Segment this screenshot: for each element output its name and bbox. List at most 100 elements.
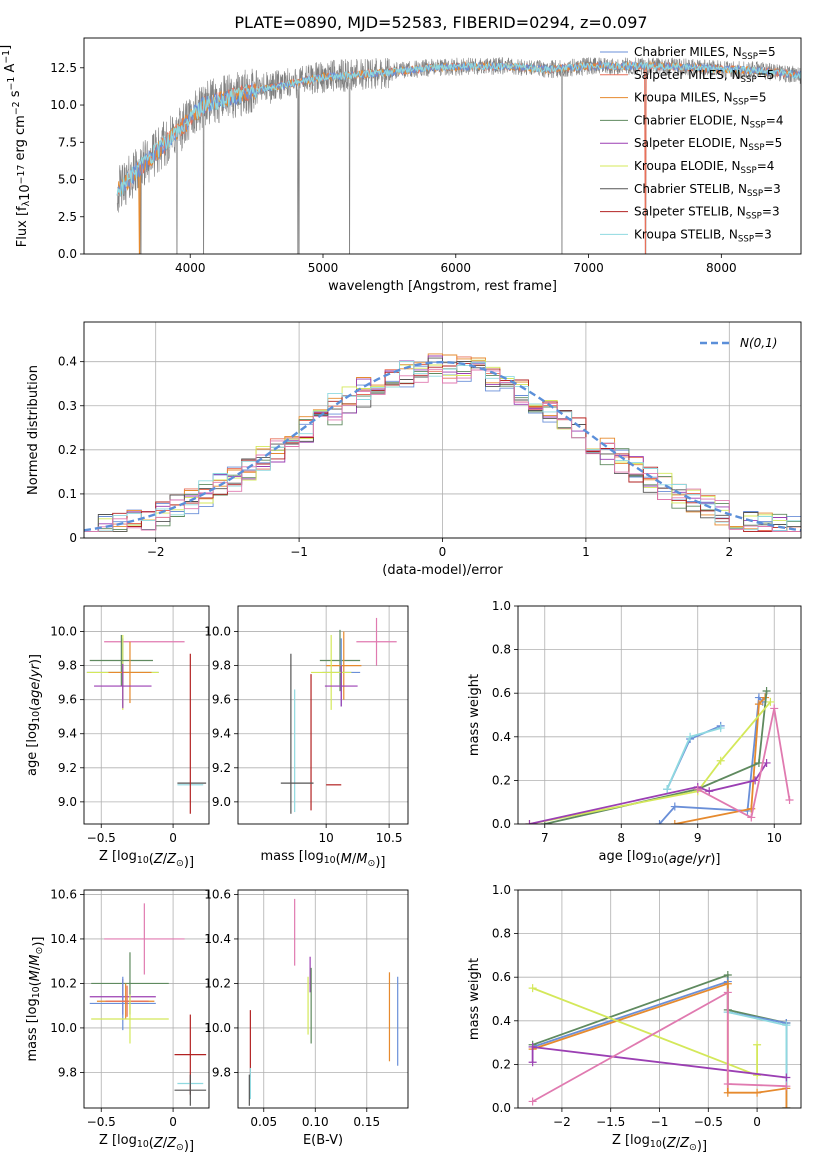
y-tick-label: 9.0: [58, 795, 77, 809]
legend-label-chabrier_stelib: Chabrier STELIB, NSSP=3: [634, 182, 781, 199]
gaussian-curve: [84, 360, 801, 532]
plot-area-residuals: [84, 353, 801, 532]
weight-marker: [782, 1082, 791, 1091]
weight-line-pink: [697, 708, 791, 819]
histogram-salpeter_stelib: [84, 363, 801, 532]
weight-marker: [723, 1080, 732, 1089]
y-tick-label: 10.0: [50, 98, 77, 112]
y-axis-label: mass weight: [467, 958, 482, 1040]
y-tick-label: 0.1: [58, 487, 77, 501]
weight-marker: [528, 984, 537, 993]
weight-marker: [782, 1104, 791, 1108]
y-axis-label: age [log10(age/yr)]: [25, 654, 43, 776]
plot-area-age_vs_z: [86, 634, 207, 814]
errorbar-point-kroupa_elodie: [311, 634, 352, 710]
x-tick-label: 0.10: [302, 1115, 329, 1129]
x-tick-label: 1: [582, 545, 590, 559]
y-tick-label: 0.2: [492, 1057, 511, 1071]
y-tick-label: 0.4: [492, 730, 511, 744]
legend-label-salpeter_stelib: Salpeter STELIB, NSSP=3: [634, 205, 780, 222]
weight-marker: [754, 758, 763, 767]
weight-marker: [525, 820, 534, 824]
y-tick-label: 0.0: [492, 1101, 511, 1115]
errorbar-point-chabrier_elodie: [89, 634, 153, 687]
errorbar-point-kroupa_elodie: [91, 994, 169, 1044]
x-axis-label: Z [log10(Z/Z⊙)]: [612, 1133, 707, 1154]
weight-marker: [716, 756, 725, 765]
x-axis-label: age [log10(age/yr)]: [598, 849, 720, 867]
x-tick-label: −1: [651, 1115, 669, 1129]
plot-area-weight_vs_age: [525, 687, 794, 824]
errorbar-point-salpeter_miles: [105, 985, 149, 1017]
weight-marker: [753, 1088, 762, 1097]
y-tick-label: 0.4: [58, 355, 77, 369]
x-tick-label: 10.5: [376, 831, 403, 845]
legend-label-kroupa_elodie: Kroupa ELODIE, NSSP=4: [634, 159, 774, 176]
x-tick-label: 4000: [175, 261, 206, 275]
errorbar-point-chabrier_elodie: [319, 629, 361, 692]
y-tick-label: 0: [69, 531, 77, 545]
y-tick-label: 0.2: [492, 773, 511, 787]
x-tick-label: 0.15: [353, 1115, 380, 1129]
y-tick-label: 10.4: [50, 932, 77, 946]
x-tick-label: 0: [753, 1115, 761, 1129]
errorbar-point-salpeter_elodie: [94, 663, 152, 709]
plot-weight_vs_age: 7 8 9 10 0.0 0.2 0.4 0.6 0.8 1.0 age [log10(age/yr…: [467, 599, 802, 867]
y-tick-label: 9.8: [212, 1065, 231, 1079]
weight-marker: [528, 1042, 537, 1051]
y-tick-label: 0.8: [492, 927, 511, 941]
weight-marker: [686, 732, 695, 741]
weight-marker: [723, 1088, 732, 1097]
x-tick-label: 8: [617, 831, 625, 845]
x-tick-label: −1: [290, 545, 308, 559]
weight-line-kroupa_elodie: [529, 701, 772, 824]
y-tick-label: 7.5: [58, 135, 77, 149]
weight-line-kroupa_miles: [674, 696, 766, 824]
plot-age_vs_mass: 10 10.5 9.0 9.2 9.4 9.6 9.8 10.0 mass [log10(M/M…: [204, 605, 409, 870]
x-tick-label: 0: [439, 545, 447, 559]
y-tick-label: 10.4: [204, 932, 231, 946]
x-tick-label: 0: [169, 1115, 177, 1129]
y-tick-label: 12.5: [50, 61, 77, 75]
axes-frame: [517, 889, 802, 1109]
y-tick-label: 9.6: [212, 693, 231, 707]
weight-marker: [753, 1040, 762, 1049]
y-tick-label: 0.0: [492, 817, 511, 831]
weight-marker: [753, 1071, 762, 1080]
y-tick-label: 9.8: [58, 659, 77, 673]
plot-age_vs_z: −0.5 0 9.0 9.2 9.4 9.6 9.8 10.0 Z [log10(Z/Z⊙)] a…: [25, 605, 210, 870]
axes-frame: [237, 889, 409, 1109]
x-tick-label: 10: [319, 831, 334, 845]
errorbar-point-kroupa_miles: [108, 641, 152, 704]
plot-mass_vs_ebv: 0.05 0.10 0.15 9.8 10.0 10.2 10.4 10.6 E(B-V): [204, 887, 409, 1148]
y-tick-label: 5.0: [58, 173, 77, 187]
plot-area-mass_vs_z: [89, 903, 207, 1106]
x-tick-label: 9: [694, 831, 702, 845]
weight-marker: [663, 785, 672, 794]
y-tick-label: 10.0: [50, 1021, 77, 1035]
x-tick-label: 5000: [308, 261, 339, 275]
weight-marker: [762, 758, 771, 767]
weight-marker: [747, 813, 756, 822]
weight-marker: [770, 704, 779, 713]
spectrum-model-chabrier_miles: [116, 60, 801, 196]
x-tick-label: −2: [147, 545, 165, 559]
x-axis-label: mass [log10(M/M⊙)]: [261, 849, 386, 870]
x-axis-label: Z [log10(Z/Z⊙)]: [99, 849, 194, 870]
y-tick-label: 9.2: [58, 761, 77, 775]
weight-line-chabrier_elodie: [544, 690, 768, 824]
y-axis-label: mass [log10(M/M⊙)]: [25, 937, 46, 1062]
weight-marker: [670, 820, 679, 824]
x-tick-label: 7: [541, 831, 549, 845]
y-axis-label: Normed distribution: [26, 365, 41, 495]
y-tick-label: 9.8: [58, 1065, 77, 1079]
legend-label-chabrier_miles: Chabrier MILES, NSSP=5: [634, 45, 776, 62]
spectrum-model-kroupa_stelib: [116, 61, 801, 197]
weight-marker: [782, 1073, 791, 1082]
errorbar-point-salpeter_elodie: [324, 665, 358, 707]
y-tick-label: 10.0: [50, 625, 77, 639]
x-tick-label: 8000: [706, 261, 737, 275]
y-tick-label: 2.5: [58, 210, 77, 224]
legend-gaussian-label: N(0,1): [740, 336, 777, 350]
legend-label-salpeter_elodie: Salpeter ELODIE, NSSP=5: [634, 136, 782, 153]
